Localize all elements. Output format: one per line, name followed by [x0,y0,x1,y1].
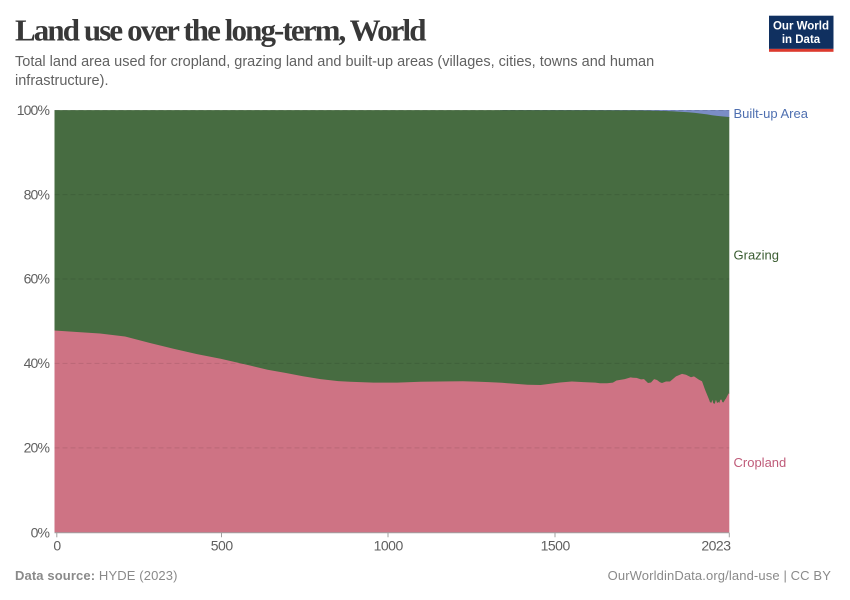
svg-text:Data source: HYDE (2023): Data source: HYDE (2023) [15,568,178,583]
svg-text:500: 500 [211,538,234,554]
svg-text:1500: 1500 [541,538,571,554]
svg-text:Cropland: Cropland [734,455,787,470]
svg-text:0%: 0% [31,525,50,541]
svg-text:OurWorldinData.org/land-use |: OurWorldinData.org/land-use | CC BY [608,568,832,583]
svg-text:Total land area used for cropl: Total land area used for cropland, grazi… [15,54,654,70]
svg-text:Built-up Area: Built-up Area [734,106,809,121]
svg-text:Our World: Our World [773,21,829,33]
svg-text:Grazing: Grazing [734,247,780,262]
svg-text:Land use over the long-term, W: Land use over the long-term, World [15,12,426,47]
svg-text:60%: 60% [24,271,50,287]
svg-text:1000: 1000 [374,538,404,554]
svg-text:2023: 2023 [701,538,731,554]
svg-text:80%: 80% [24,186,50,202]
svg-text:0: 0 [53,538,61,554]
svg-text:20%: 20% [24,440,50,456]
svg-text:100%: 100% [17,102,50,118]
svg-text:infrastructure).: infrastructure). [15,73,108,89]
svg-text:40%: 40% [24,355,50,371]
svg-text:in Data: in Data [782,34,821,46]
